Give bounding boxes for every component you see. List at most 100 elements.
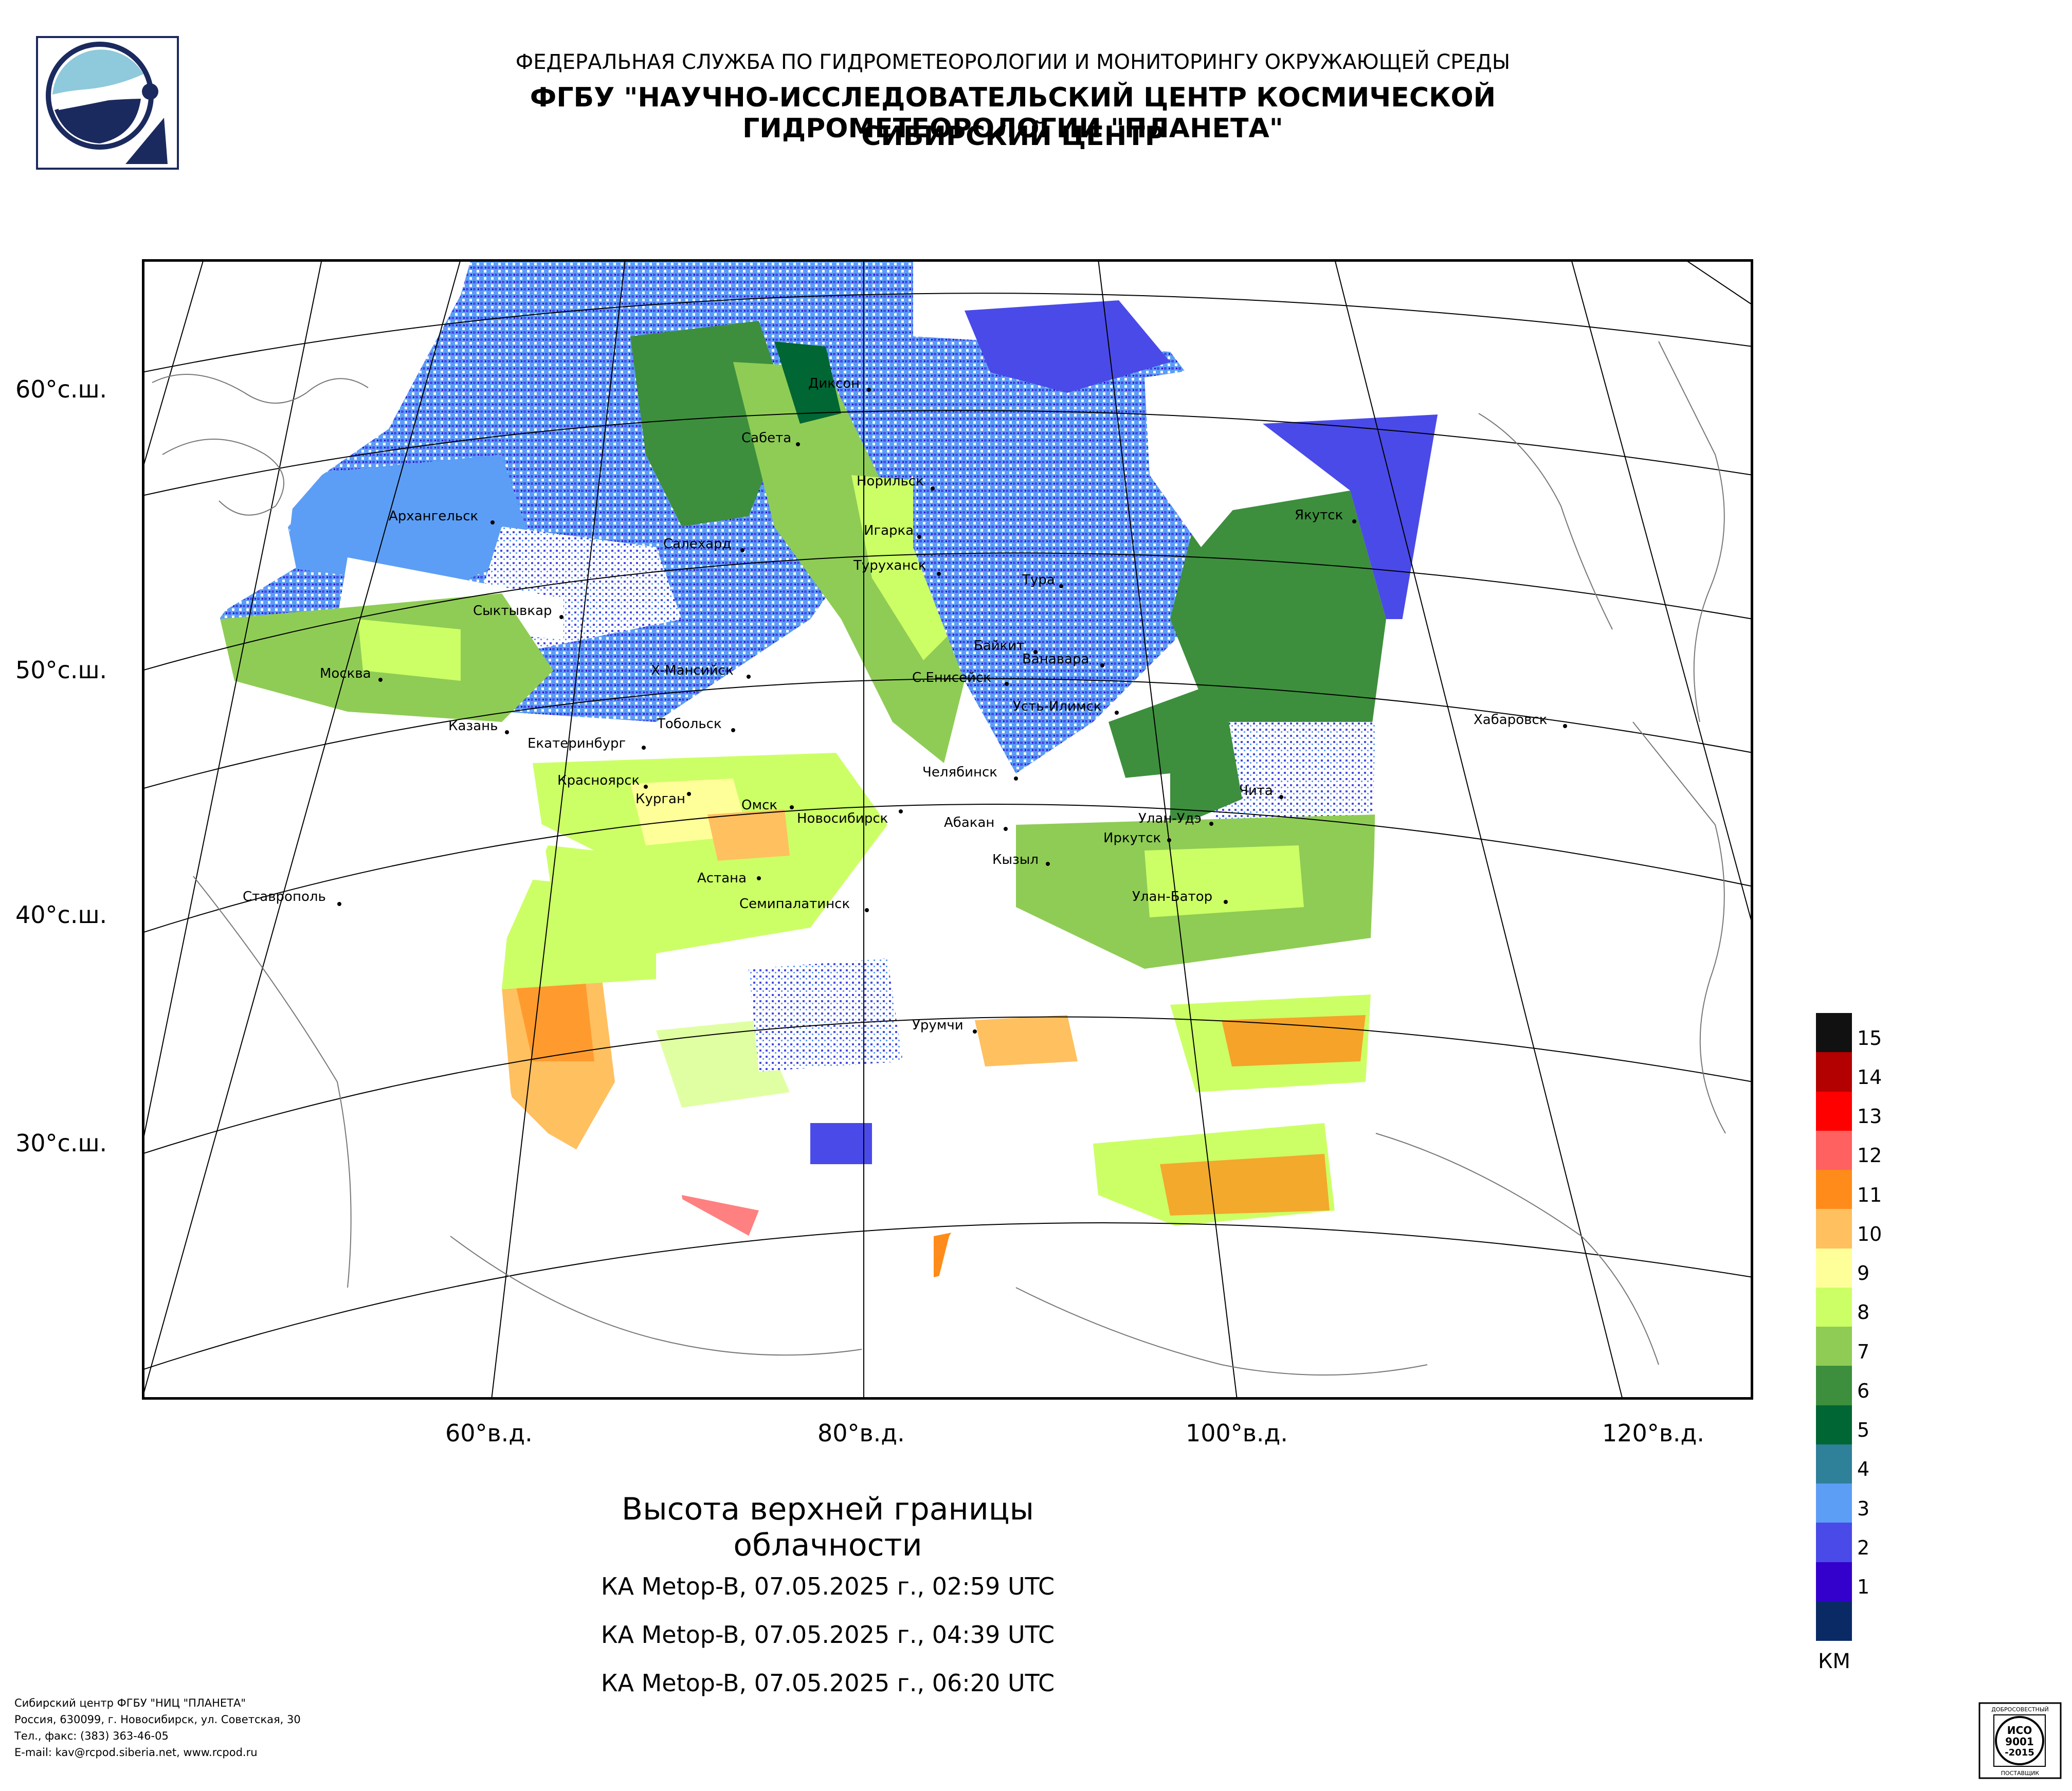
city-krasnoyarsk: Челябинск	[922, 765, 1018, 781]
city-igarka: Игарка	[864, 523, 921, 539]
city-novosibirsk: Новосибирск	[797, 809, 903, 826]
legend-label-7: 7	[1857, 1340, 1870, 1363]
header-agency: ФЕДЕРАЛЬНАЯ СЛУЖБА ПО ГИДРОМЕТЕОРОЛОГИИ …	[515, 50, 1511, 74]
legend-swatch-3	[1816, 1484, 1852, 1524]
city-ekaterinburg: Екатеринбург	[528, 736, 646, 751]
lon-label-100: 100°в.д.	[1186, 1419, 1288, 1447]
svg-text:Кызыл: Кызыл	[992, 852, 1039, 867]
svg-text:Ванавара: Ванавара	[1022, 652, 1089, 667]
lon-label-80: 80°в.д.	[817, 1419, 905, 1447]
svg-text:Игарка: Игарка	[864, 523, 914, 538]
legend-label-15: 15	[1857, 1026, 1882, 1050]
legend-label-2: 2	[1857, 1536, 1870, 1559]
city-vanavara: Ванавара	[1022, 652, 1104, 667]
city-norilsk: Норильск	[857, 474, 935, 491]
city-abakan: Абакан	[944, 815, 1008, 831]
lon-label-120: 120°в.д.	[1602, 1419, 1704, 1447]
city-moscow: Москва	[320, 666, 383, 682]
city-kazan: Казань	[448, 718, 509, 734]
city-yakutsk: Якутск	[1295, 508, 1356, 523]
legend-label-4: 4	[1857, 1458, 1870, 1481]
city-kh-mansiysk: Х-Мансийск	[651, 663, 751, 679]
planeta-logo	[36, 36, 179, 170]
svg-text:Екатеринбург: Екатеринбург	[528, 736, 626, 751]
legend-swatch-14	[1816, 1052, 1852, 1092]
legend-swatch-11	[1816, 1170, 1852, 1210]
city-s-eniseysk: С.Енисейск	[912, 670, 1009, 686]
product-title: Высота верхней границы облачности	[622, 1491, 1034, 1563]
svg-text:Сыктывкар: Сыктывкар	[473, 603, 552, 619]
svg-text:Абакан: Абакан	[944, 815, 994, 830]
header-center: СИБИРСКИЙ ЦЕНТР	[861, 121, 1165, 152]
city-turukhansk: Туруханск	[853, 558, 941, 576]
lat-label-50: 50°с.ш.	[15, 656, 107, 684]
city-stavropol: Ставрополь	[243, 889, 341, 906]
svg-text:Красноярск: Красноярск	[557, 773, 640, 788]
svg-text:Сабета: Сабета	[741, 430, 791, 446]
svg-text:С.Енисейск: С.Енисейск	[912, 670, 991, 685]
graticule	[142, 259, 1753, 1400]
legend-unit: КМ	[1818, 1650, 1850, 1673]
lat-label-60: 60°с.ш.	[15, 375, 107, 403]
svg-text:Тура: Тура	[1022, 572, 1055, 588]
city-labels: Диксон Сабета Норильск Якутск Архангельс…	[243, 376, 1567, 1034]
svg-text:Усть-Илимск: Усть-Илимск	[1013, 699, 1102, 714]
legend-swatch-15	[1816, 1013, 1852, 1053]
city-arkhangelsk: Архангельск	[389, 509, 495, 524]
svg-text:Челябинск: Челябинск	[922, 765, 997, 780]
footer-org: Сибирский центр ФГБУ "НИЦ "ПЛАНЕТА"	[14, 1697, 246, 1709]
svg-text:ДОБРОСОВЕСТНЫЙ: ДОБРОСОВЕСТНЫЙ	[1991, 1706, 2049, 1713]
legend-label-1: 1	[1857, 1576, 1870, 1599]
svg-text:Курган: Курган	[635, 791, 685, 807]
svg-text:Якутск: Якутск	[1295, 508, 1343, 523]
height-legend	[1816, 1013, 1852, 1641]
svg-text:Иркутск: Иркутск	[1103, 830, 1161, 846]
city-ulan-ude: Улан-Удэ	[1138, 811, 1213, 826]
footer-phone: Тел., факс: (383) 363-46-05	[14, 1730, 169, 1742]
svg-text:ПОСТАВЩИК: ПОСТАВЩИК	[2001, 1770, 2040, 1777]
legend-swatch-8	[1816, 1287, 1852, 1327]
legend-swatch-10	[1816, 1209, 1852, 1249]
city-baikit: Байкит	[974, 638, 1038, 654]
svg-text:Казань: Казань	[448, 718, 498, 734]
svg-text:Байкит: Байкит	[974, 638, 1024, 654]
svg-text:Новосибирск: Новосибирск	[797, 811, 888, 826]
legend-swatch-1	[1816, 1562, 1852, 1602]
legend-label-6: 6	[1857, 1379, 1870, 1402]
footer-address: Россия, 630099, г. Новосибирск, ул. Сове…	[14, 1713, 301, 1726]
svg-text:ИСО: ИСО	[2007, 1724, 2032, 1736]
city-dikson: Диксон	[808, 376, 871, 392]
svg-text:Х-Мансийск: Х-Мансийск	[651, 663, 734, 678]
svg-text:Туруханск: Туруханск	[853, 558, 926, 573]
svg-text:Салехард: Салехард	[663, 536, 732, 552]
legend-swatch-2	[1816, 1523, 1852, 1563]
city-ulan-bator: Улан-Батор	[1132, 889, 1228, 904]
city-semipalatinsk: Семипалатинск	[739, 896, 869, 912]
city-irkutsk: Иркутск	[1103, 830, 1171, 846]
city-sabeta: Сабета	[741, 430, 800, 446]
legend-swatch-4	[1816, 1444, 1852, 1484]
legend-label-8: 8	[1857, 1301, 1870, 1324]
legend-swatch-13	[1816, 1091, 1852, 1131]
legend-swatch-7	[1816, 1327, 1852, 1367]
legend-swatch-6	[1816, 1366, 1852, 1406]
svg-text:Норильск: Норильск	[857, 474, 924, 489]
city-chelyabinsk: Красноярск	[557, 773, 648, 789]
header-institute: ФГБУ "НАУЧНО-ИССЛЕДОВАТЕЛЬСКИЙ ЦЕНТР КОС…	[530, 82, 1496, 144]
svg-text:Астана: Астана	[697, 871, 747, 886]
legend-label-11: 11	[1857, 1183, 1882, 1206]
iso-9001-badge: ДОБРОСОВЕСТНЫЙ ИСО 9001 -2015 ПОСТАВЩИК	[1978, 1702, 2062, 1779]
svg-text:Тобольск: Тобольск	[657, 716, 722, 732]
legend-label-10: 10	[1857, 1222, 1882, 1245]
svg-text:Урумчи: Урумчи	[912, 1018, 964, 1033]
city-omsk: Омск	[741, 798, 794, 813]
svg-text:Хабаровск: Хабаровск	[1474, 712, 1547, 728]
footer-email: E-mail: kav@rcpod.siberia.net, www.rcpod…	[14, 1746, 258, 1759]
pass-1: КА Metop-B, 07.05.2025 г., 02:59 UTC	[601, 1572, 1055, 1600]
svg-text:Архангельск: Архангельск	[389, 509, 478, 524]
svg-text:Семипалатинск: Семипалатинск	[739, 896, 850, 912]
svg-text:9001: 9001	[2005, 1735, 2034, 1748]
svg-text:Омск: Омск	[741, 798, 777, 813]
city-syktyvkar: Сыктывкар	[473, 603, 564, 619]
svg-text:Ставрополь: Ставрополь	[243, 889, 326, 904]
